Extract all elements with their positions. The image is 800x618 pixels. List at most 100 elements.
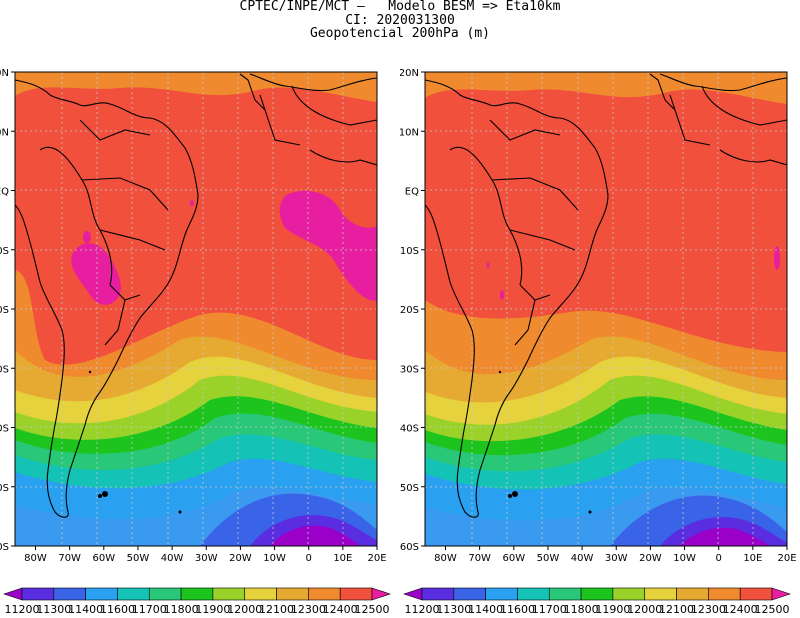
colorbar-swatch: [21, 587, 55, 601]
lat-tick-label: 10S: [0, 246, 9, 257]
colorbar-swatch: [148, 587, 182, 601]
lon-tick-label: 20W: [639, 553, 662, 564]
colorbar-level-label: 11200: [405, 603, 440, 616]
figure-title: CPTEC/INPE/MCT – Modelo BESM => Eta10km …: [0, 0, 800, 41]
colorbar-swatch: [676, 587, 709, 601]
colorbar-swatch: [644, 587, 677, 601]
colorbar-swatch: [85, 587, 118, 601]
longitude-labels-right: 80W 70W 60W 50W 40W 30W 20W 10W 0 10E 20E: [434, 546, 797, 564]
lon-tick-label: 70W: [468, 553, 491, 564]
colorbar-swatch: [53, 587, 86, 601]
colorbar-swatch: [276, 587, 309, 601]
lon-tick-label: 20E: [777, 553, 796, 564]
lat-tick-label: 30S: [0, 364, 9, 375]
colorbar-low-arrow: [3, 587, 23, 601]
lat-tick-label: 20N: [0, 68, 9, 79]
colorbar-level-label: 12300: [291, 603, 326, 616]
lat-tick-label: 60S: [400, 542, 419, 553]
colorbar-swatch: [548, 587, 582, 601]
lat-tick-label: 60S: [0, 542, 9, 553]
colorbar-level-label: 12000: [227, 603, 262, 616]
lat-tick-label: 10N: [0, 127, 9, 138]
colorbar-level-label: 11600: [500, 603, 535, 616]
map-panel-right: 80W 70W 60W 50W 40W 30W 20W 10W 0 10E 20E 20N 10N EQ…: [400, 68, 797, 616]
lat-tick-label: 20S: [0, 305, 9, 316]
lat-tick-label: EQ: [0, 187, 9, 198]
lon-tick-label: 20E: [367, 553, 386, 564]
coastline-left: [15, 73, 377, 518]
colorbar-level-label: 11900: [595, 603, 630, 616]
lat-tick-label: EQ: [405, 187, 419, 198]
map-panel-left: 80W 70W 60W 50W 40W 30W 20W 10W 0 10E 20E 20N 10N EQ…: [0, 68, 391, 616]
colorbar-high-arrow: [771, 587, 791, 601]
colorbar-level-label: 11900: [195, 603, 230, 616]
colorbar-right: 1120011300114001160011700118001190012000…: [403, 587, 791, 616]
lon-tick-label: 60W: [502, 553, 525, 564]
colorbar-level-label: 12100: [659, 603, 694, 616]
lon-tick-label: 10E: [743, 553, 762, 564]
lon-tick-label: 10E: [333, 553, 352, 564]
colorbar-level-label: 12100: [259, 603, 294, 616]
colorbar-swatch: [339, 587, 373, 601]
latitude-labels-right: 20N 10N EQ 10S 20S 30S 40S 50S 60S: [400, 68, 425, 553]
colorbar-level-label: 11800: [564, 603, 599, 616]
lon-tick-label: 30W: [195, 553, 218, 564]
title-line-3: Geopotencial 200hPa (m): [309, 26, 490, 41]
colorbar-level-label: 11600: [100, 603, 135, 616]
colorbar-swatch: [485, 587, 518, 601]
colorbar-level-label: 11800: [164, 603, 199, 616]
lat-tick-label: 20N: [400, 68, 419, 79]
colorbar-level-label: 12000: [627, 603, 662, 616]
colorbar-swatch: [708, 587, 741, 601]
lat-tick-label: 40S: [400, 424, 419, 435]
colorbar-low-arrow: [403, 587, 423, 601]
title-line-1: CPTEC/INPE/MCT – Modelo BESM => Eta10km: [239, 0, 561, 14]
lon-tick-label: 80W: [434, 553, 457, 564]
lon-tick-label: 70W: [58, 553, 81, 564]
lat-tick-label: 20S: [400, 305, 419, 316]
colorbar-left: 1120011300114001160011700118001190012000…: [3, 587, 391, 616]
colorbar-swatch: [517, 587, 550, 601]
colorbar-swatch: [212, 587, 246, 601]
lat-tick-label: 40S: [0, 424, 9, 435]
lat-tick-label: 30S: [400, 364, 419, 375]
colorbar-level-label: 11700: [532, 603, 567, 616]
colorbar-level-label: 11300: [36, 603, 71, 616]
lon-tick-label: 40W: [571, 553, 594, 564]
colorbar-swatch: [308, 587, 341, 601]
colorbar-high-arrow: [371, 587, 391, 601]
lon-tick-label: 60W: [92, 553, 115, 564]
colorbar-swatch: [421, 587, 455, 601]
lon-tick-label: 30W: [605, 553, 628, 564]
colorbar-level-label: 12400: [723, 603, 758, 616]
colorbar-level-label: 12400: [323, 603, 358, 616]
coastline-right: [425, 73, 787, 518]
colorbar-level-label: 11200: [5, 603, 40, 616]
colorbar-level-label: 12500: [755, 603, 790, 616]
colorbar-swatch: [612, 587, 646, 601]
lon-tick-label: 50W: [127, 553, 150, 564]
lon-tick-label: 0: [716, 553, 722, 564]
lat-tick-label: 50S: [0, 483, 9, 494]
latitude-labels-left: 20N 10N EQ 10S 20S 30S 40S 50S 60S: [0, 68, 15, 553]
colorbar-swatch: [117, 587, 150, 601]
longitude-labels-left: 80W 70W 60W 50W 40W 30W 20W 10W 0 10E 20E: [24, 546, 387, 564]
lon-tick-label: 50W: [537, 553, 560, 564]
lon-tick-label: 40W: [161, 553, 184, 564]
colorbar-swatch: [180, 587, 214, 601]
lat-tick-label: 10N: [400, 127, 419, 138]
colorbar-level-label: 12300: [691, 603, 726, 616]
colorbar-swatch: [739, 587, 773, 601]
colorbar-level-label: 11400: [68, 603, 103, 616]
lat-tick-label: 10S: [400, 246, 419, 257]
colorbar-swatch: [244, 587, 277, 601]
lon-tick-label: 0: [306, 553, 312, 564]
lon-tick-label: 10W: [263, 553, 286, 564]
colorbar-level-label: 12500: [355, 603, 390, 616]
lat-tick-label: 50S: [400, 483, 419, 494]
colorbar-swatch: [580, 587, 614, 601]
lon-tick-label: 20W: [229, 553, 252, 564]
colorbar-level-label: 11400: [468, 603, 503, 616]
lon-tick-label: 10W: [673, 553, 696, 564]
colorbar-level-label: 11300: [436, 603, 471, 616]
